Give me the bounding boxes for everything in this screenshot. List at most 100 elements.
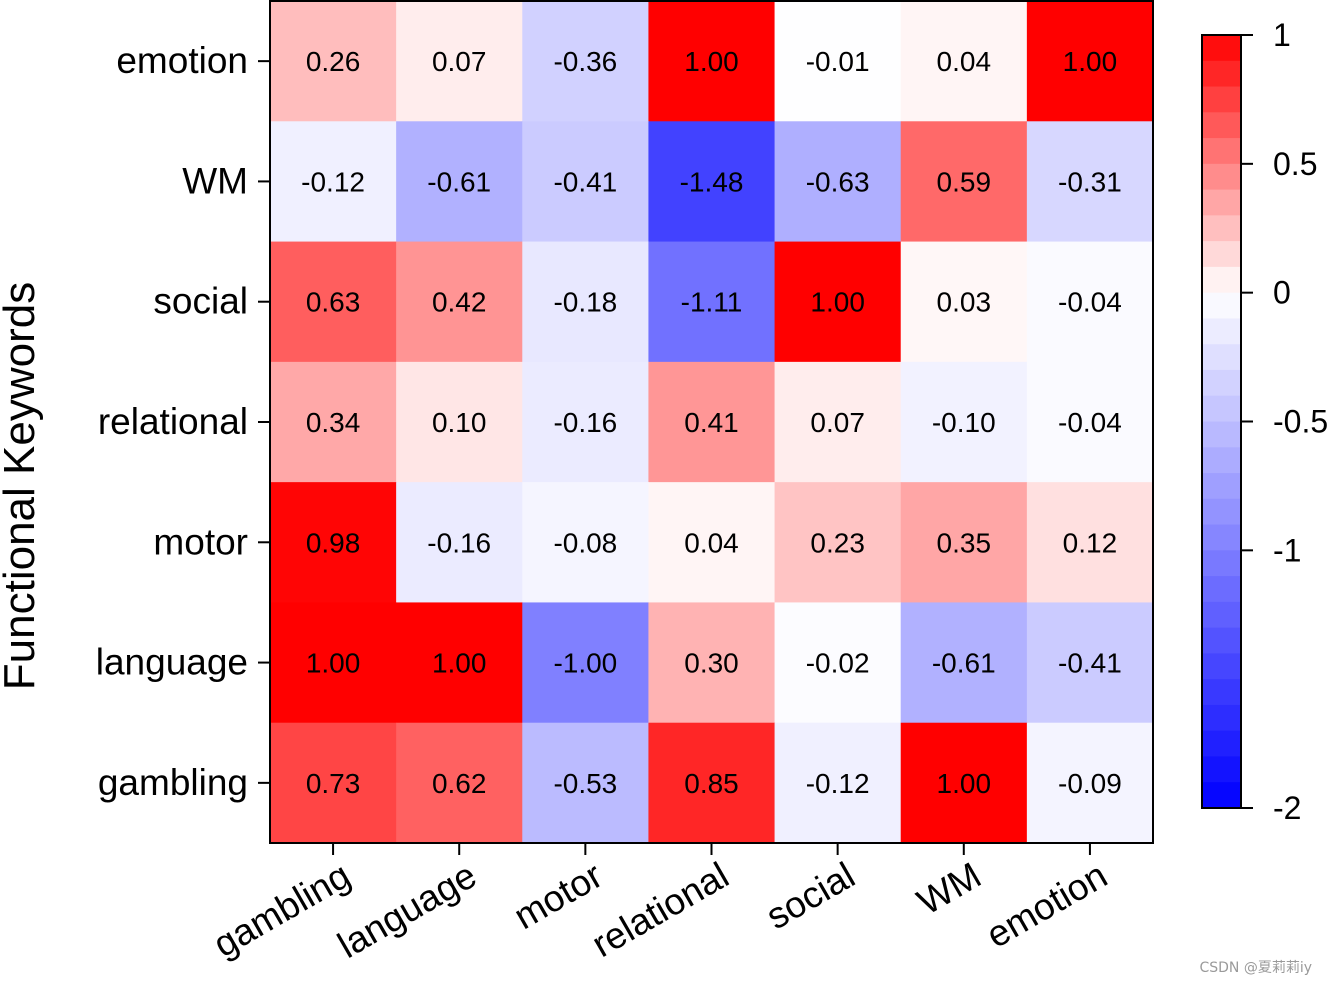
y-axis-title: Functional Keywords <box>0 282 44 690</box>
heatmap-cell <box>522 121 649 243</box>
colorbar-band <box>1202 163 1241 191</box>
cell-value-label: 0.04 <box>937 46 992 77</box>
y-axis: emotion WM social relational motor language ga… <box>96 40 270 803</box>
colorbar-band <box>1202 318 1241 345</box>
heatmap-cell <box>522 361 649 483</box>
colorbar-band <box>1202 447 1241 474</box>
heatmap-cell <box>396 121 523 243</box>
colorbar-band <box>1202 292 1241 320</box>
heatmap-cell <box>1026 1 1154 122</box>
y-tick-label: language <box>96 642 248 683</box>
x-tick-label: relational <box>585 854 736 965</box>
cell-value-label: 0.34 <box>306 407 361 438</box>
heatmap-cell <box>1026 602 1154 724</box>
cell-value-label: -0.12 <box>806 768 870 799</box>
heatmap-cell <box>900 1 1028 122</box>
heatmap-cell <box>396 602 523 724</box>
cell-value-label: 1.00 <box>810 287 865 318</box>
heatmap-cell <box>774 1 902 122</box>
heatmap-cell <box>270 121 397 243</box>
y-tick-label: relational <box>98 401 248 442</box>
cell-value-label: 1.00 <box>1063 46 1118 77</box>
x-tick-label: language <box>331 854 483 966</box>
cell-value-label: -0.04 <box>1058 287 1122 318</box>
heatmap-cell <box>270 722 397 844</box>
heatmap-cell <box>270 241 397 363</box>
heatmap-cell <box>396 241 523 363</box>
heatmap-cell <box>1026 361 1154 483</box>
cell-value-label: -1.48 <box>680 166 744 197</box>
cell-value-label: 0.85 <box>684 768 739 799</box>
heatmap-cell <box>522 722 649 844</box>
cell-value-label: -0.41 <box>1058 648 1122 679</box>
colorbar-band <box>1202 679 1241 706</box>
colorbar-band <box>1202 782 1241 809</box>
cell-value-label: 0.98 <box>306 527 361 558</box>
cell-value-label: -0.01 <box>806 46 870 77</box>
cell-value-label: -0.61 <box>427 166 491 197</box>
heatmap-cell <box>522 241 649 363</box>
cell-value-label: -0.63 <box>806 166 870 197</box>
colorbar-band <box>1202 627 1241 654</box>
colorbar-band <box>1202 756 1241 783</box>
heatmap-cell <box>648 602 776 724</box>
heatmap-cell <box>270 602 397 724</box>
colorbar-band <box>1202 241 1241 268</box>
heatmap-cell <box>1026 121 1154 243</box>
colorbar-band <box>1202 576 1241 603</box>
y-tick-label: gambling <box>98 762 248 803</box>
y-tick-label: motor <box>153 521 248 562</box>
colorbar-band <box>1202 112 1241 139</box>
x-tick-label: gambling <box>207 854 358 965</box>
heatmap-cell <box>396 1 523 122</box>
heatmap-cell <box>774 602 902 724</box>
cell-value-label: 0.30 <box>684 648 739 679</box>
heatmap-cell <box>396 361 523 483</box>
heatmap-cell <box>648 722 776 844</box>
cell-value-label: 0.03 <box>937 287 992 318</box>
cell-value-label: -0.08 <box>553 527 617 558</box>
colorbar-band <box>1202 138 1241 165</box>
colorbar <box>1201 34 1242 809</box>
colorbar-band <box>1202 344 1241 371</box>
heatmap-cell <box>648 241 776 363</box>
colorbar-axis: 1 0.5 0 -0.5 -1 -2 <box>1241 17 1328 826</box>
heatmap-cell <box>774 361 902 483</box>
colorbar-band <box>1202 369 1241 397</box>
heatmap-cell <box>270 482 397 603</box>
colorbar-tick-label: -1 <box>1273 532 1301 568</box>
colorbar-band <box>1202 395 1241 423</box>
heatmap-cell <box>900 361 1028 483</box>
cell-value-label: 0.07 <box>432 46 487 77</box>
cell-value-label: -1.11 <box>681 287 743 318</box>
heatmap-cell <box>522 1 649 122</box>
heatmap-cell <box>270 361 397 483</box>
cell-value-label: 0.12 <box>1063 527 1118 558</box>
cell-value-label: 0.62 <box>432 768 487 799</box>
cell-value-label: -0.16 <box>427 527 491 558</box>
heatmap-cell-labels: 0.26 0.07 -0.36 1.00 -0.01 0.04 1.00 -0.12 -0.61… <box>301 46 1122 799</box>
cell-value-label: 0.07 <box>810 407 865 438</box>
colorbar-tick-label: 0 <box>1273 275 1291 311</box>
cell-value-label: 0.26 <box>306 46 361 77</box>
cell-value-label: 0.23 <box>810 527 865 558</box>
colorbar-band <box>1202 189 1241 216</box>
cell-value-label: 1.00 <box>306 648 361 679</box>
heatmap-cell <box>1026 482 1154 603</box>
heatmap-cell <box>648 121 776 243</box>
cell-value-label: -0.18 <box>553 287 617 318</box>
heatmap-cell <box>774 722 902 844</box>
heatmap-cells <box>270 1 1154 844</box>
heatmap-cell <box>1026 722 1154 844</box>
colorbar-band <box>1202 421 1241 448</box>
cell-value-label: 0.63 <box>306 287 361 318</box>
colorbar-band <box>1202 473 1241 500</box>
cell-value-label: -0.31 <box>1058 166 1122 197</box>
colorbar-tick-label: 1 <box>1273 17 1291 53</box>
colorbar-band <box>1202 550 1241 577</box>
cell-value-label: -0.02 <box>806 648 870 679</box>
colorbar-tick-label: 0.5 <box>1273 146 1317 182</box>
heatmap-cell <box>396 722 523 844</box>
heatmap-cell <box>522 482 649 603</box>
